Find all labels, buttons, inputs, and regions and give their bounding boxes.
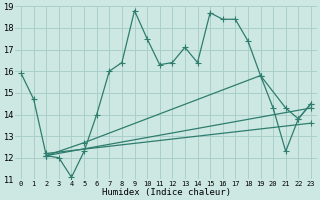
X-axis label: Humidex (Indice chaleur): Humidex (Indice chaleur) bbox=[101, 188, 230, 197]
